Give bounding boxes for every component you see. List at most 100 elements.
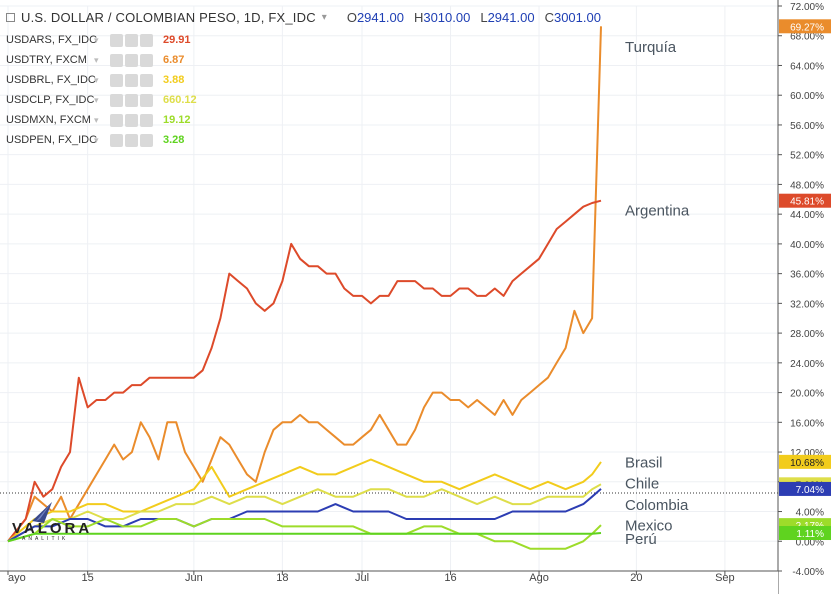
- x-tick-label: Sep: [715, 572, 735, 584]
- legend-row[interactable]: USDMXN, FXCM ▾ 19.12: [6, 110, 197, 130]
- legend-controls[interactable]: [110, 113, 153, 127]
- dropdown-icon[interactable]: ▾: [94, 54, 99, 65]
- value-badge: [779, 193, 831, 208]
- y-tick-label: 0.00%: [796, 537, 824, 548]
- gear-icon[interactable]: [125, 133, 138, 147]
- series-line: [7, 488, 602, 543]
- y-tick-label: 16.00%: [790, 418, 824, 429]
- y-tick-label: 12.00%: [790, 448, 824, 459]
- legend-controls[interactable]: [110, 53, 153, 67]
- logo-word: VALORA: [12, 520, 93, 537]
- gear-icon[interactable]: [125, 73, 138, 87]
- legend-value: 3.88: [163, 74, 185, 86]
- gear-icon[interactable]: [125, 33, 138, 47]
- legend-controls[interactable]: [110, 33, 153, 47]
- legend-controls[interactable]: [110, 93, 153, 107]
- eye-icon[interactable]: [110, 53, 123, 67]
- legend-row[interactable]: USDARS, FX_IDC ▾ 29.91: [6, 30, 197, 50]
- series-line: [7, 458, 602, 543]
- series-label: Perú: [625, 531, 657, 548]
- eye-icon[interactable]: [110, 93, 123, 107]
- legend-symbol: USDTRY, FXCM: [6, 54, 87, 66]
- close-icon[interactable]: [140, 53, 153, 67]
- legend-symbol: USDPEN, FX_IDC: [6, 134, 98, 146]
- collapse-icon[interactable]: [6, 12, 15, 22]
- y-tick-label: 72.00%: [790, 2, 824, 13]
- y-tick-label: 4.00%: [796, 508, 824, 519]
- x-tick-label: Jun: [185, 572, 203, 584]
- x-tick-label: ayo: [8, 572, 26, 584]
- x-axis: ayo 15 Jun 18 Jul 16 Ago 20 Sep: [0, 570, 778, 594]
- legend-value: 6.87: [163, 54, 185, 66]
- legend-symbol: USDCLP, FX_IDC: [6, 94, 95, 106]
- series-line: [7, 518, 602, 550]
- close-icon[interactable]: [140, 113, 153, 127]
- legend-value: 29.91: [163, 34, 191, 46]
- gear-icon[interactable]: [125, 53, 138, 67]
- dropdown-icon[interactable]: ▾: [94, 134, 99, 145]
- legend-row[interactable]: USDTRY, FXCM ▾ 6.87: [6, 50, 197, 70]
- legend-controls[interactable]: [110, 73, 153, 87]
- value-badge-label: 69.27%: [790, 22, 824, 33]
- legend-value: 3.28: [163, 134, 185, 146]
- legend-value: 19.12: [163, 114, 191, 126]
- value-badge: [779, 19, 831, 34]
- value-badge-label: 10.68%: [790, 458, 824, 469]
- eye-icon[interactable]: [110, 113, 123, 127]
- close-icon[interactable]: [140, 133, 153, 147]
- series-line: [7, 199, 602, 542]
- series-label: Colombia: [625, 497, 689, 514]
- y-tick-label: 60.00%: [790, 91, 824, 102]
- eye-icon[interactable]: [110, 33, 123, 47]
- value-badge: [779, 454, 831, 469]
- series-label: Argentina: [625, 202, 690, 219]
- legend-row[interactable]: USDCLP, FX_IDC ▾ 660.12: [6, 90, 197, 110]
- series-label: Brasil: [625, 454, 663, 471]
- series-label: Mexico: [625, 518, 673, 535]
- dropdown-icon[interactable]: ▾: [94, 94, 99, 105]
- close-icon[interactable]: [140, 93, 153, 107]
- dropdown-icon[interactable]: ▾: [94, 114, 99, 125]
- close-icon[interactable]: [140, 73, 153, 87]
- legend-row[interactable]: USDPEN, FX_IDC ▾ 3.28: [6, 130, 197, 150]
- y-axis: -4.00%0.00%4.00%8.00%12.00%16.00%20.00%2…: [777, 0, 832, 594]
- y-tick-label: 48.00%: [790, 180, 824, 191]
- close-icon[interactable]: [140, 33, 153, 47]
- eye-icon[interactable]: [110, 73, 123, 87]
- end-value-badges: 69.27%45.81%10.68%7.66%7.04%2.17%1.11%: [779, 19, 831, 541]
- value-badge-label: 7.04%: [796, 485, 824, 496]
- series-label: Turquía: [625, 39, 677, 56]
- y-tick-label: 32.00%: [790, 299, 824, 310]
- indicator-legend: USDARS, FX_IDC ▾ 29.91 USDTRY, FXCM ▾ 6.87 USD…: [6, 30, 197, 150]
- series-label: Chile: [625, 475, 659, 492]
- series-labels: Turquía Argentina Brasil Chile Colombia Mexic…: [625, 39, 690, 548]
- x-tick-label: 18: [276, 572, 288, 584]
- x-tick-label: Ago: [529, 572, 549, 584]
- dropdown-icon[interactable]: ▾: [94, 74, 99, 85]
- value-badge-label: 1.11%: [796, 529, 824, 540]
- y-tick-label: 36.00%: [790, 270, 824, 281]
- y-tick-label: -4.00%: [792, 567, 824, 578]
- eye-icon[interactable]: [110, 133, 123, 147]
- legend-symbol: USDBRL, FX_IDC: [6, 74, 96, 86]
- series-line: [7, 532, 602, 543]
- legend-controls[interactable]: [110, 133, 153, 147]
- valora-logo: VALORA ANALITIK: [12, 520, 92, 542]
- value-badge: [779, 526, 831, 541]
- gear-icon[interactable]: [125, 93, 138, 107]
- dropdown-icon[interactable]: ▾: [94, 34, 99, 45]
- y-tick-label: 28.00%: [790, 329, 824, 340]
- y-axis-bg: [778, 0, 832, 594]
- gear-icon[interactable]: [125, 113, 138, 127]
- value-badge-label: 45.81%: [790, 197, 824, 208]
- y-tick-label: 68.00%: [790, 32, 824, 43]
- logo-sub: ANALITIK: [22, 536, 69, 542]
- dropdown-icon[interactable]: ▾: [321, 11, 327, 23]
- x-tick-label: 16: [444, 572, 456, 584]
- x-axis-bg: [0, 571, 778, 594]
- legend-value: 660.12: [163, 94, 197, 106]
- legend-row[interactable]: USDBRL, FX_IDC ▾ 3.88: [6, 70, 197, 90]
- y-tick-label: 40.00%: [790, 240, 824, 251]
